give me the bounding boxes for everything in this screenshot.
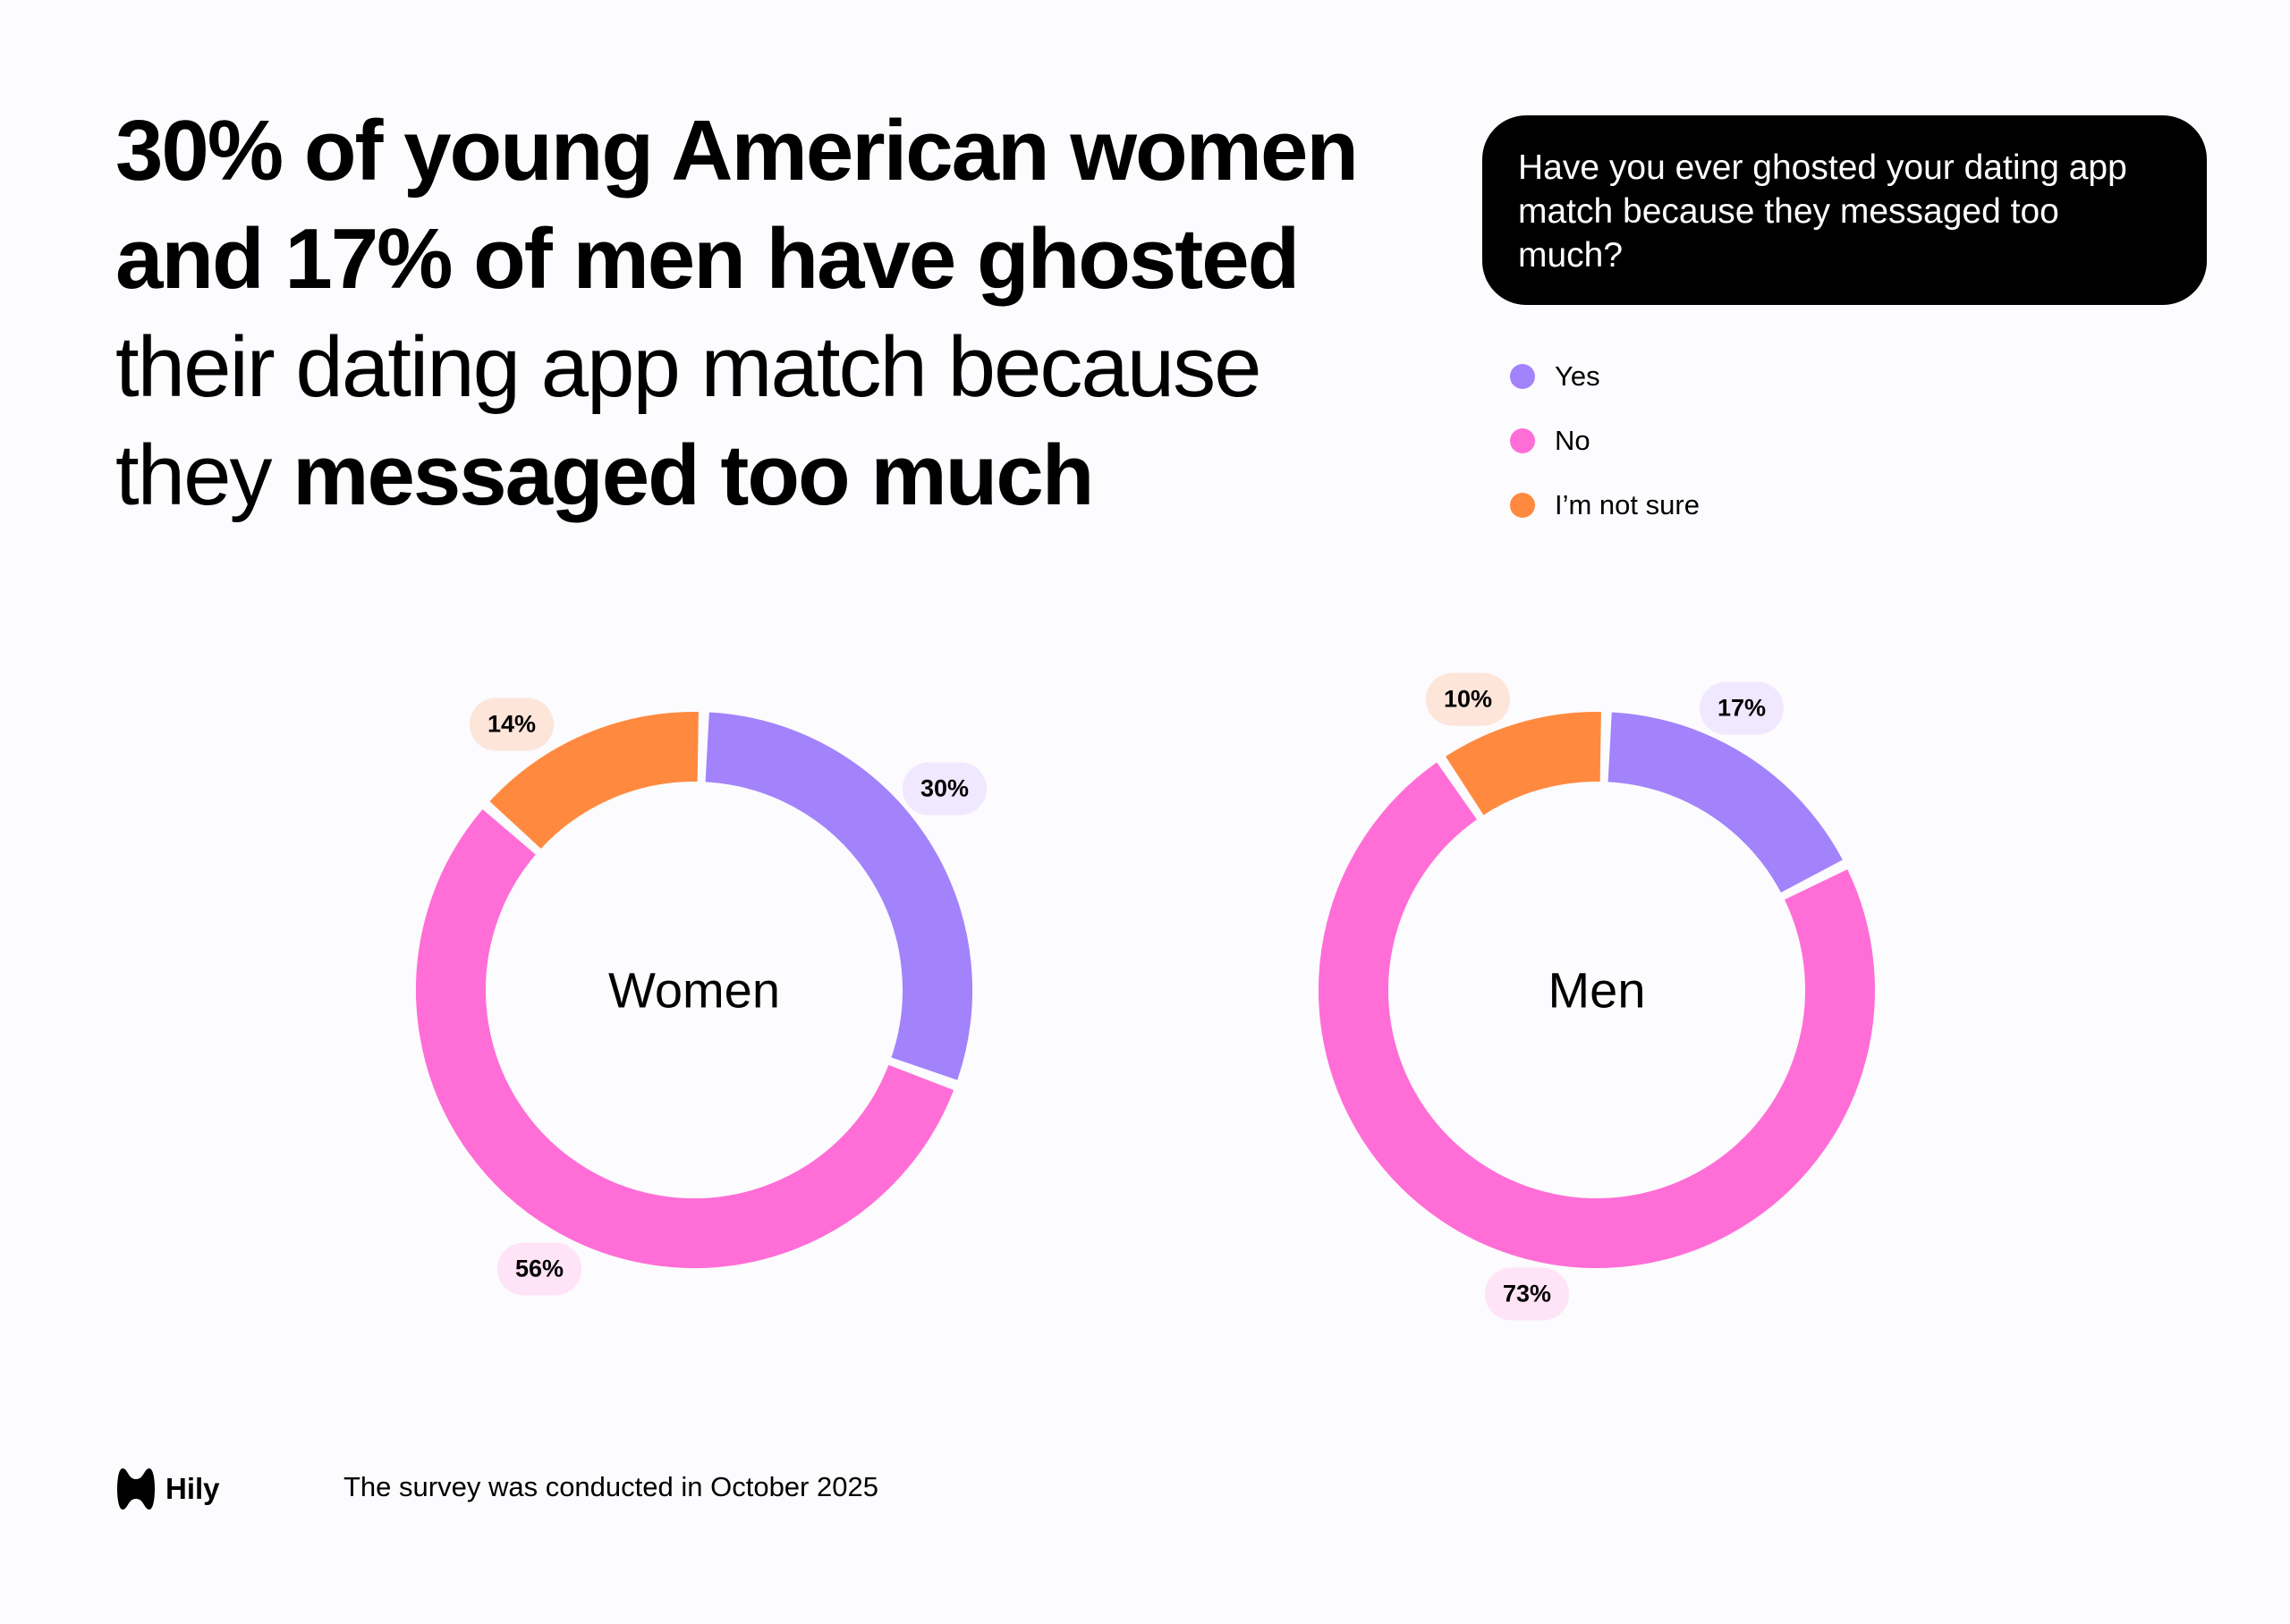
hily-logo-icon (117, 1468, 155, 1510)
men-no-label: 73% (1484, 1267, 1570, 1321)
legend-dot (1510, 428, 1535, 453)
legend-dot (1510, 493, 1535, 518)
men-yes-label: 17% (1699, 681, 1785, 735)
headline-line-3: their dating app match because (115, 319, 1262, 415)
legend: Yes No I’m not sure (1510, 344, 1700, 537)
men-no-segment (1319, 762, 1875, 1268)
men-not-sure-label: 10% (1425, 672, 1511, 726)
question-box: Have you ever ghosted your dating app ma… (1482, 115, 2207, 305)
headline-line-4: they (115, 427, 293, 523)
headline: 30% of young American women and 17% of m… (115, 97, 1439, 529)
women-no-label: 56% (496, 1242, 582, 1296)
survey-note: The survey was conducted in October 2025 (344, 1471, 878, 1502)
headline-line-1: 30% of young American women (115, 103, 1359, 199)
brand-name: Hily (165, 1472, 220, 1505)
headline-line-2: and 17% of men have ghosted (115, 211, 1300, 307)
legend-item-no: No (1510, 409, 1700, 473)
legend-item-not-sure: I’m not sure (1510, 473, 1700, 537)
hily-logo: Hily (115, 1467, 220, 1511)
women-yes-label: 30% (902, 762, 988, 816)
headline-line-4-bold: messaged too much (293, 427, 1094, 523)
men-center-label: Men (1548, 961, 1646, 1019)
women-no-segment (416, 809, 954, 1268)
legend-dot (1510, 364, 1535, 389)
women-not-sure-label: 14% (469, 698, 555, 751)
women-not-sure-segment (489, 712, 699, 850)
men-yes-segment (1607, 712, 1843, 893)
women-yes-segment (705, 712, 972, 1080)
legend-item-yes: Yes (1510, 344, 1700, 409)
men-not-sure-segment (1446, 712, 1601, 816)
women-center-label: Women (608, 961, 780, 1019)
